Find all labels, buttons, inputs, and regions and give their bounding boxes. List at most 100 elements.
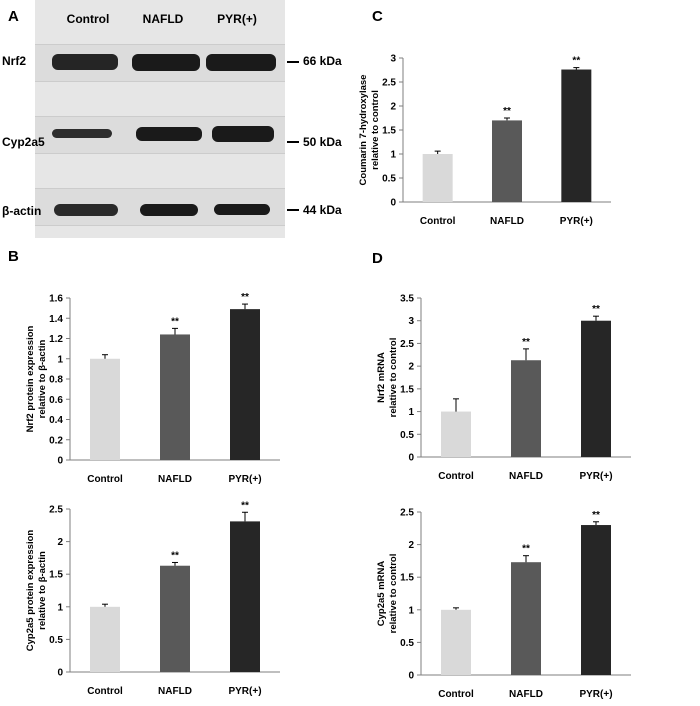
y-tick-label: 2: [408, 540, 414, 551]
bar-nafld: [160, 565, 190, 672]
y-tick-label: 2: [408, 362, 414, 373]
blot-kda-marker: [287, 209, 299, 211]
y-tick-label: 0.4: [49, 415, 63, 426]
chart-d1-nrf2-mrna: 0 0.5 1 1.5 2 2.5 3 3.5 Control ** NAFLD ** PYR(+) Nr…: [376, 294, 631, 482]
bar-control: [90, 358, 120, 460]
bar-nafld: [492, 120, 522, 202]
y-tick-label: 2: [390, 102, 396, 113]
blot-kda-marker: [287, 141, 299, 143]
significance-marker: **: [241, 292, 249, 303]
bar-control: [90, 606, 120, 672]
x-tick-label: PYR(+): [228, 474, 261, 485]
bar-control: [441, 609, 471, 675]
bar-nafld: [511, 360, 541, 457]
x-tick-label: Control: [438, 689, 474, 700]
y-tick-label: 1: [408, 407, 414, 418]
panel-label-c: C: [372, 8, 383, 25]
y-tick-label: 1.2: [49, 334, 63, 345]
bar-control: [422, 154, 453, 202]
blot-band: [54, 204, 118, 216]
panel-label-b: B: [8, 248, 19, 265]
panel-label-a: A: [8, 8, 19, 25]
panel-label-d: D: [372, 250, 383, 267]
x-tick-label: Control: [87, 686, 123, 697]
blot-band: [132, 54, 200, 71]
y-tick-label: 0: [390, 198, 396, 209]
blot-protein-label-cyp2a5: Cyp2a5: [2, 135, 45, 149]
y-tick-label: 0.6: [49, 395, 63, 406]
x-tick-label: NAFLD: [490, 216, 524, 227]
y-tick-label: 0.8: [49, 375, 63, 386]
x-tick-label: Control: [438, 471, 474, 482]
chart-b2-cyp2a5-protein: 0 0.5 1 1.5 2 2.5 Control ** NAFLD ** PYR(+) Cyp2a5…: [25, 500, 280, 697]
x-tick-label: NAFLD: [158, 686, 192, 697]
y-tick-label: 1: [57, 602, 63, 613]
significance-marker: **: [171, 550, 179, 561]
bar-control: [441, 411, 471, 457]
significance-marker: **: [592, 304, 600, 315]
y-axis-label: Cyp2a5 mRNArelative to control: [376, 554, 399, 634]
chart-b1-nrf2-protein: 0 0.2 0.4 0.6 0.8 1 1.2 1.4 1.6 Control ** NAFLD ** P…: [25, 292, 280, 485]
bar-nafld: [511, 562, 541, 675]
y-tick-label: 2: [57, 537, 63, 548]
y-tick-label: 2.5: [400, 339, 414, 350]
y-tick-label: 1: [408, 605, 414, 616]
blot-band: [52, 54, 118, 70]
bar-pyr: [230, 521, 260, 672]
significance-marker: **: [572, 56, 580, 67]
y-tick-label: 3.5: [400, 294, 414, 305]
blot-protein-label-beta-actin: β-actin: [2, 204, 42, 218]
significance-marker: **: [171, 316, 179, 327]
blot-band: [206, 54, 276, 71]
blot-kda-label-nrf2: 66 kDa: [303, 54, 342, 68]
y-tick-label: 0: [57, 668, 63, 679]
y-axis-label: Cyp2a5 protein expressionrelative to β-a…: [25, 530, 48, 652]
significance-marker: **: [592, 510, 600, 521]
y-tick-label: 0.5: [382, 174, 396, 185]
y-tick-label: 1: [390, 150, 396, 161]
significance-marker: **: [522, 544, 530, 555]
blot-band: [214, 204, 270, 215]
x-tick-label: PYR(+): [579, 689, 612, 700]
bar-nafld: [160, 334, 190, 460]
x-tick-label: NAFLD: [509, 471, 543, 482]
bar-pyr: [581, 525, 611, 675]
y-axis-label: Nrf2 mRNArelative to control: [376, 338, 399, 418]
significance-marker: **: [241, 500, 249, 511]
x-tick-label: PYR(+): [228, 686, 261, 697]
x-tick-label: Control: [87, 474, 123, 485]
blot-lane-label-control: Control: [66, 12, 110, 26]
y-tick-label: 0: [57, 456, 63, 467]
x-tick-label: NAFLD: [509, 689, 543, 700]
y-tick-label: 1.5: [49, 570, 63, 581]
y-tick-label: 2.5: [49, 505, 63, 516]
y-tick-label: 0.5: [400, 430, 414, 441]
y-tick-label: 1.5: [400, 384, 414, 395]
blot-band: [136, 127, 202, 141]
blot-kda-label-cyp2a5: 50 kDa: [303, 135, 342, 149]
y-tick-label: 0.5: [400, 638, 414, 649]
y-tick-label: 1.4: [49, 314, 63, 325]
blot-kda-label-beta-actin: 44 kDa: [303, 203, 342, 217]
bar-pyr: [581, 320, 611, 457]
y-tick-label: 0.2: [49, 435, 63, 446]
blot-lane-label-nafld: NAFLD: [142, 12, 184, 26]
significance-marker: **: [522, 337, 530, 348]
x-tick-label: NAFLD: [158, 474, 192, 485]
y-tick-label: 0: [408, 453, 414, 464]
y-axis-label: Coumarin 7-hydroxylaserelative to contro…: [358, 75, 381, 186]
bar-pyr: [561, 69, 592, 202]
y-tick-label: 0: [408, 671, 414, 682]
x-tick-label: PYR(+): [560, 216, 593, 227]
blot-band: [52, 129, 112, 138]
x-tick-label: PYR(+): [579, 471, 612, 482]
y-tick-label: 2.5: [400, 508, 414, 519]
y-tick-label: 3: [408, 316, 414, 327]
significance-marker: **: [503, 106, 511, 117]
blot-protein-label-nrf2: Nrf2: [2, 54, 27, 68]
blot-band: [212, 126, 274, 142]
y-tick-label: 1.6: [49, 294, 63, 305]
y-tick-label: 0.5: [49, 635, 63, 646]
blot-kda-marker: [287, 61, 299, 63]
y-tick-label: 1.5: [400, 573, 414, 584]
